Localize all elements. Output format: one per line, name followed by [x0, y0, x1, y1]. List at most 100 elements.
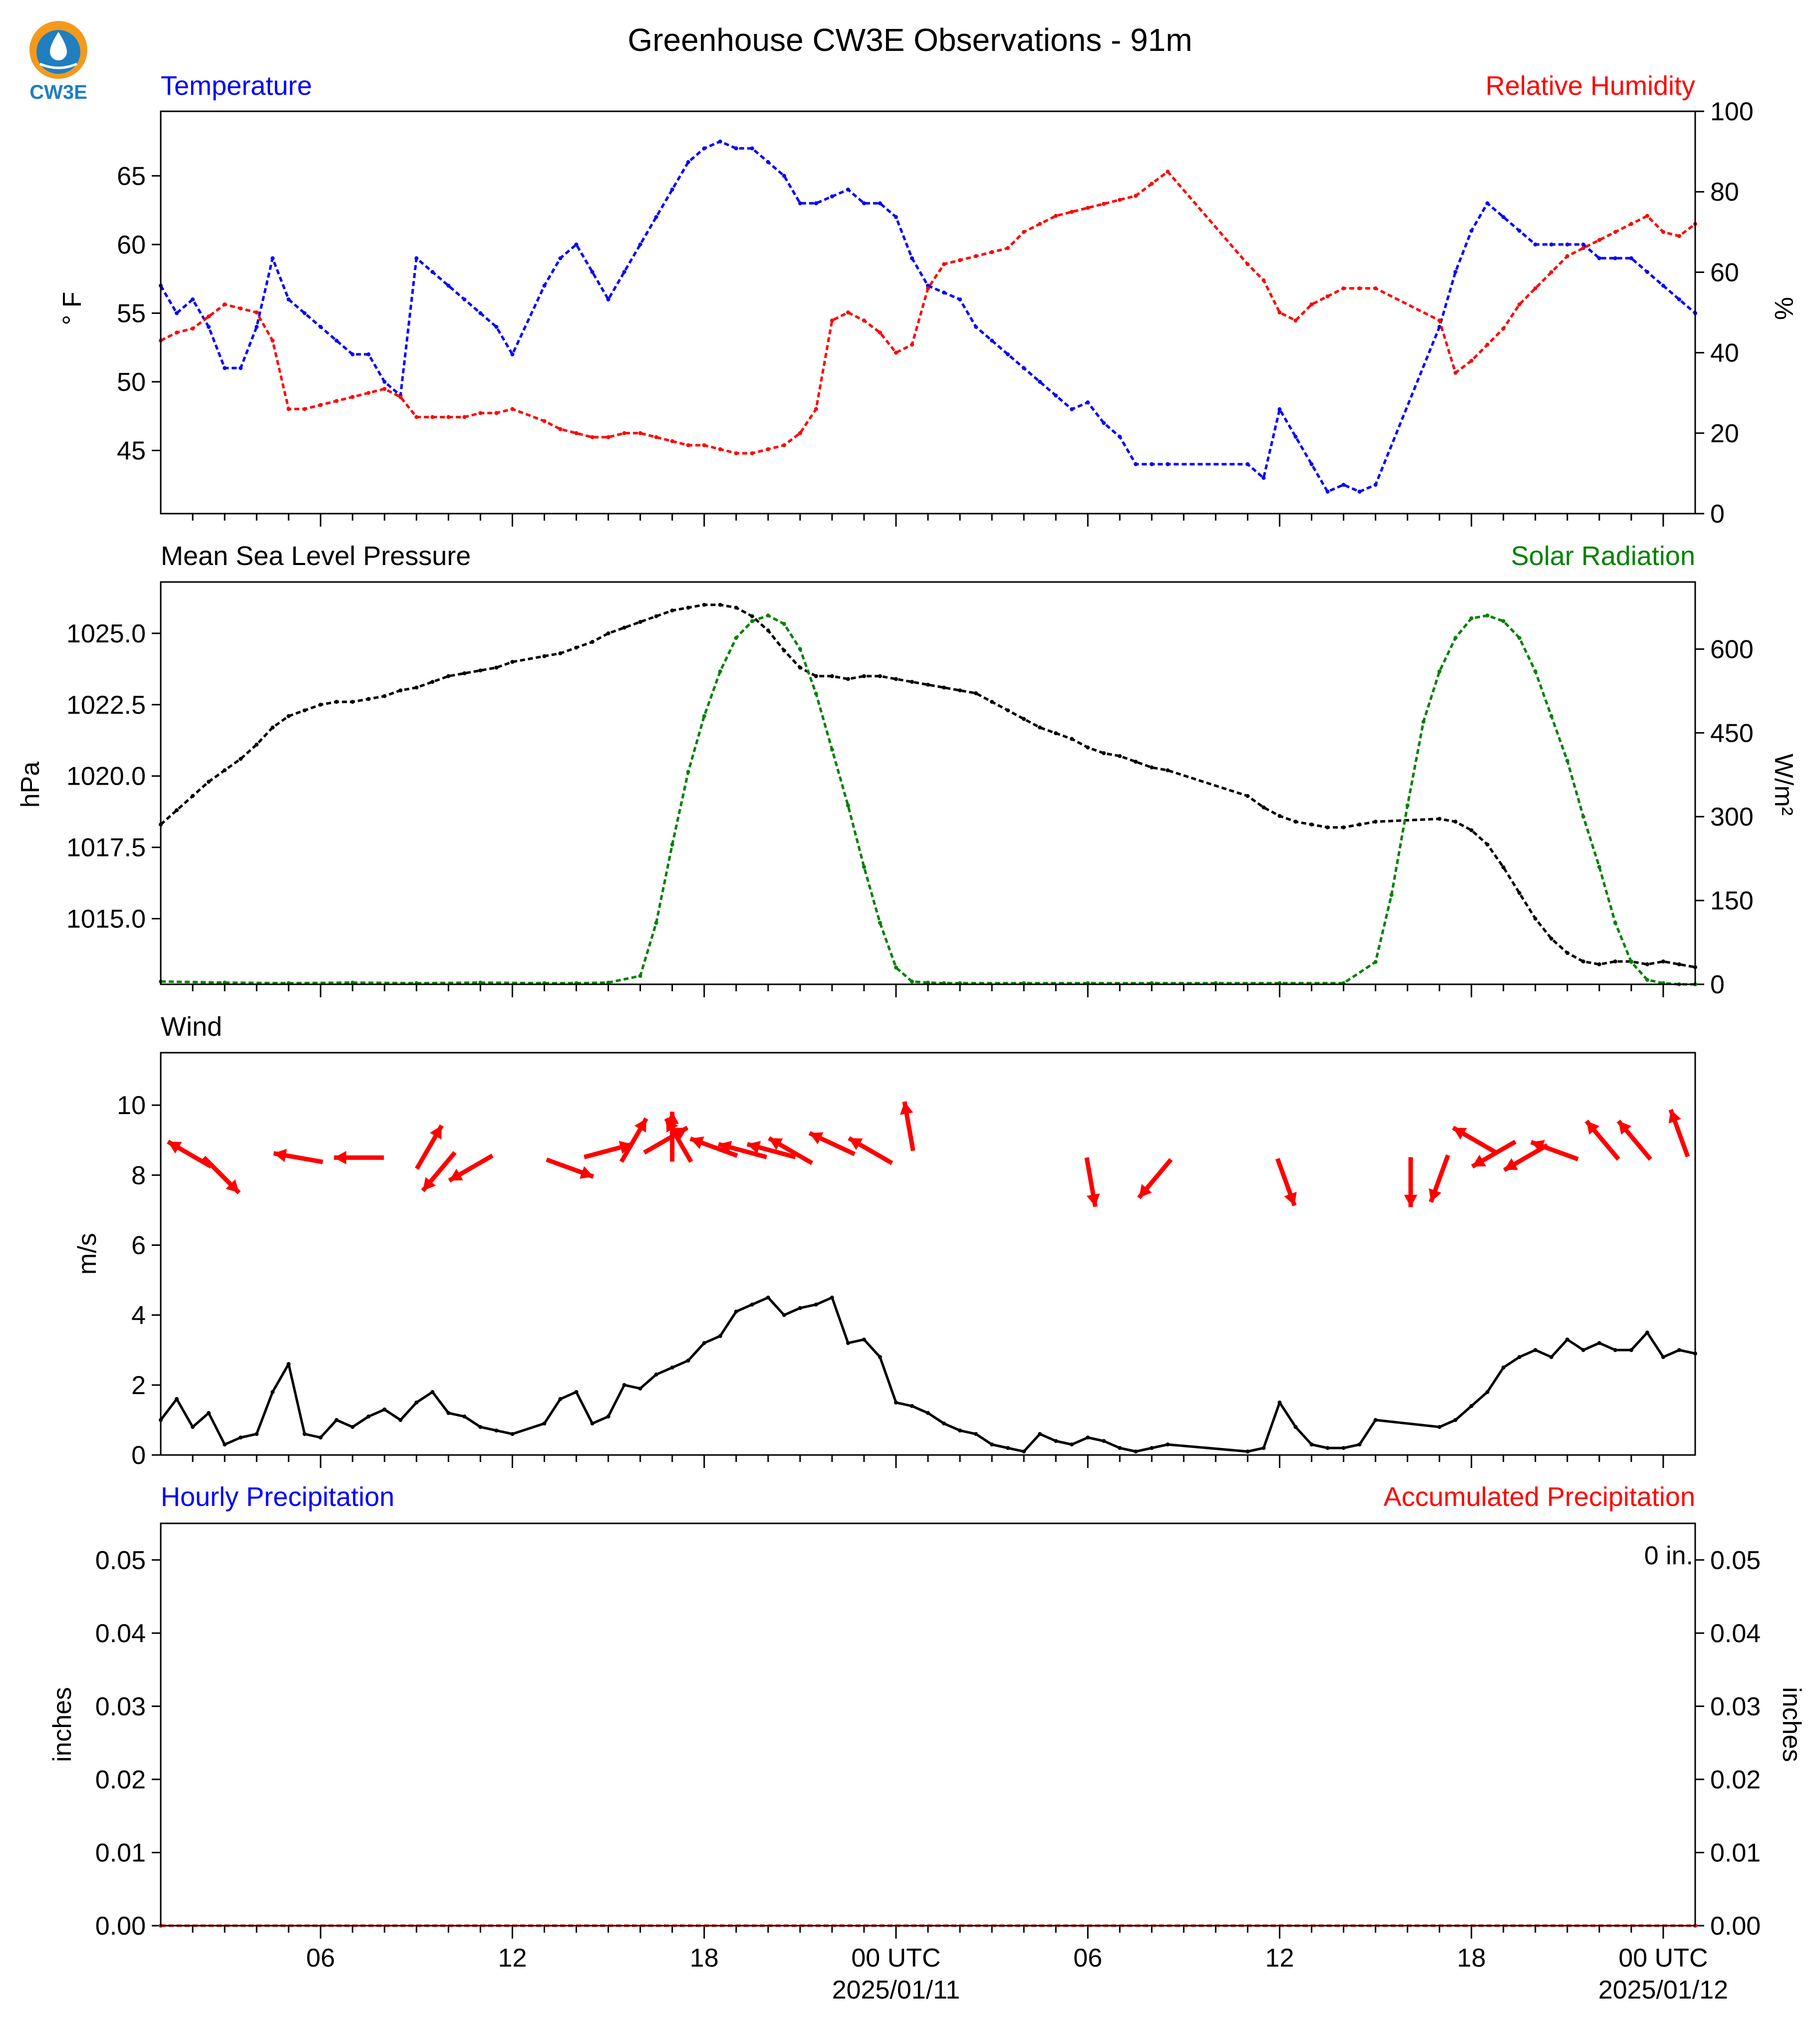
- data-point: [366, 391, 371, 395]
- data-point: [910, 1404, 914, 1408]
- left-y-tick-label: 2: [131, 1371, 146, 1400]
- data-point: [622, 625, 626, 630]
- data-point: [1501, 215, 1506, 219]
- data-point: [1517, 229, 1521, 233]
- data-point: [1086, 400, 1090, 405]
- data-point: [191, 794, 195, 798]
- data-point: [1006, 1446, 1010, 1450]
- left-y-tick-label: 0.01: [95, 1838, 146, 1867]
- left-y-tick-label: 1017.5: [66, 834, 146, 863]
- data-point: [606, 631, 610, 635]
- data-point: [814, 407, 818, 411]
- data-point: [958, 688, 962, 693]
- data-point: [1309, 302, 1314, 306]
- data-point: [1070, 407, 1074, 411]
- data-point: [990, 1442, 994, 1447]
- data-point: [846, 187, 850, 192]
- data-point: [1597, 1341, 1601, 1345]
- data-point: [958, 297, 962, 301]
- data-point: [510, 660, 515, 664]
- data-point: [1469, 616, 1474, 620]
- right-y-tick-label: 0.02: [1710, 1765, 1761, 1794]
- data-point: [654, 920, 658, 925]
- data-point: [1421, 719, 1426, 724]
- wind-arrow: [1584, 1120, 1620, 1161]
- data-point: [1389, 892, 1394, 897]
- data-point: [1453, 635, 1458, 640]
- data-point: [1517, 891, 1521, 895]
- data-point: [1629, 960, 1633, 964]
- wind-arrow: [619, 1117, 648, 1163]
- data-point: [1469, 1404, 1474, 1408]
- data-point: [1469, 828, 1474, 833]
- data-point: [942, 685, 946, 690]
- data-point: [494, 324, 499, 329]
- data-point: [1118, 198, 1122, 202]
- right-y-tick-label: 0: [1710, 500, 1725, 529]
- wind-arrow: [848, 1136, 894, 1165]
- data-point: [862, 674, 866, 678]
- data-point: [622, 270, 626, 274]
- left-y-tick-label: 0.00: [95, 1912, 146, 1941]
- data-point: [1038, 379, 1042, 384]
- data-point: [510, 407, 515, 411]
- data-point: [191, 297, 195, 301]
- data-point: [750, 451, 754, 456]
- data-point: [654, 435, 658, 439]
- data-point: [1565, 951, 1569, 955]
- data-point: [271, 1390, 275, 1394]
- wind-arrow: [334, 1151, 384, 1164]
- left-y-tick-label: 0.03: [95, 1692, 146, 1721]
- data-point: [974, 324, 978, 329]
- data-point: [814, 1302, 818, 1307]
- x-tick-label: 12: [1265, 1944, 1294, 1973]
- wind-arrow: [900, 1101, 915, 1152]
- data-point: [1134, 1449, 1138, 1453]
- data-point: [974, 691, 978, 695]
- data-point: [303, 708, 307, 713]
- data-point: [1373, 960, 1378, 964]
- pressure-axis-label: hPa: [16, 762, 45, 808]
- data-point: [287, 1362, 291, 1366]
- data-point: [638, 242, 642, 247]
- series-line-relative-humidity: [160, 170, 1696, 455]
- data-point: [574, 645, 579, 650]
- data-point: [590, 1421, 595, 1426]
- data-point: [782, 648, 786, 653]
- data-point: [366, 352, 371, 356]
- data-point: [239, 366, 243, 370]
- data-point: [1086, 745, 1090, 750]
- data-point: [1581, 242, 1585, 247]
- wind-arrow: [1452, 1126, 1498, 1155]
- data-point: [1677, 962, 1681, 966]
- data-point: [942, 1421, 946, 1426]
- data-point: [1038, 1432, 1042, 1436]
- data-point: [1022, 366, 1026, 370]
- right-y-tick-label: 0.01: [1710, 1838, 1761, 1867]
- data-point: [1038, 222, 1042, 226]
- right-y-tick-label: 40: [1710, 339, 1739, 368]
- data-point: [1645, 962, 1649, 966]
- data-point: [926, 1411, 930, 1415]
- data-point: [1341, 1446, 1346, 1450]
- data-point: [382, 379, 387, 384]
- data-point: [1150, 765, 1154, 770]
- data-point: [1453, 270, 1458, 274]
- data-point: [239, 1435, 243, 1440]
- data-point: [1022, 230, 1026, 234]
- data-point: [287, 407, 291, 411]
- data-point: [766, 628, 770, 633]
- data-point: [990, 250, 994, 255]
- data-point: [1054, 393, 1058, 398]
- data-point: [558, 427, 563, 431]
- data-point: [894, 1400, 898, 1405]
- data-point: [414, 415, 419, 419]
- data-point: [1150, 462, 1154, 466]
- wind-arrow: [546, 1157, 595, 1179]
- data-point: [398, 688, 403, 693]
- data-point: [1501, 1365, 1506, 1370]
- data-point: [814, 201, 818, 206]
- wind-arrow: [1616, 1120, 1652, 1161]
- right-y-tick-label: 150: [1710, 886, 1754, 915]
- data-point: [894, 215, 898, 219]
